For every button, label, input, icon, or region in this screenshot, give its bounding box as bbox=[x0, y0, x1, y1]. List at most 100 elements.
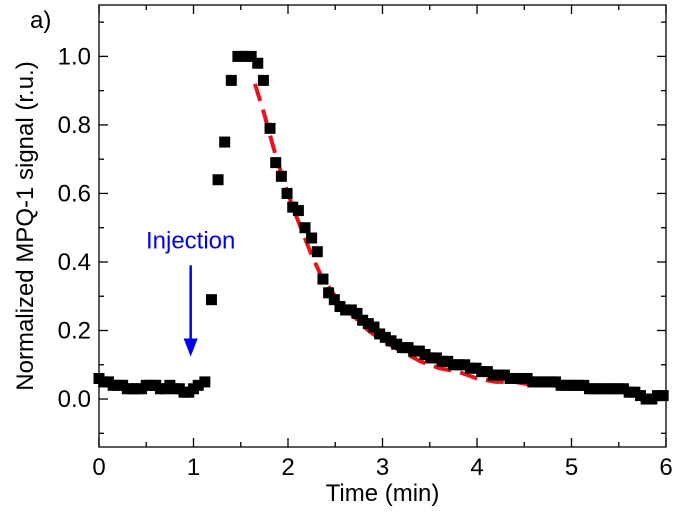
data-point bbox=[192, 379, 204, 391]
data-point bbox=[487, 369, 499, 381]
data-point bbox=[379, 331, 391, 343]
data-point bbox=[340, 304, 352, 316]
x-axis-label: Time (min) bbox=[326, 480, 440, 507]
data-point bbox=[357, 314, 369, 326]
data-point bbox=[205, 294, 217, 306]
data-point bbox=[299, 222, 311, 234]
y-tick-label: 1.0 bbox=[58, 43, 91, 70]
data-point bbox=[561, 379, 573, 391]
data-point bbox=[368, 321, 380, 333]
data-point bbox=[245, 50, 257, 62]
data-points-group bbox=[93, 50, 669, 405]
data-point bbox=[515, 372, 527, 384]
data-point bbox=[419, 348, 431, 360]
injection-label: Injection bbox=[146, 227, 235, 254]
data-point bbox=[287, 201, 299, 213]
data-point bbox=[583, 383, 595, 395]
data-point bbox=[651, 390, 663, 402]
axis-ticks: 0 1 2 3 4 5 6 0.0 0.2 0.4 0.6 0.8 1.0 bbox=[58, 5, 673, 481]
data-point bbox=[281, 187, 293, 199]
data-point bbox=[657, 390, 669, 402]
data-point bbox=[334, 301, 346, 313]
data-point bbox=[239, 50, 251, 62]
y-tick-label: 0.4 bbox=[58, 249, 91, 276]
data-point bbox=[521, 372, 533, 384]
data-point bbox=[425, 352, 437, 364]
data-point bbox=[481, 366, 493, 378]
data-point bbox=[453, 359, 465, 371]
data-point bbox=[555, 379, 567, 391]
data-point bbox=[413, 345, 425, 357]
x-tick-label: 0 bbox=[92, 454, 105, 481]
data-point bbox=[578, 379, 590, 391]
data-point bbox=[600, 383, 612, 395]
y-tick-label: 0.8 bbox=[58, 112, 91, 139]
y-axis-label: Normalized MPQ-1 signal (r.u.) bbox=[12, 61, 39, 390]
x-tick-label: 2 bbox=[281, 454, 294, 481]
data-point bbox=[391, 338, 403, 350]
data-point bbox=[252, 57, 264, 69]
y-tick-label: 0.0 bbox=[58, 386, 91, 413]
data-point bbox=[589, 383, 601, 395]
y-tick-label: 0.2 bbox=[58, 318, 91, 345]
x-tick-label: 3 bbox=[376, 454, 389, 481]
data-point bbox=[374, 328, 386, 340]
x-tick-label: 4 bbox=[470, 454, 483, 481]
data-point bbox=[306, 232, 318, 244]
data-point bbox=[527, 376, 539, 388]
data-point bbox=[264, 122, 276, 134]
data-point bbox=[232, 50, 244, 62]
data-point bbox=[510, 372, 522, 384]
data-point bbox=[311, 246, 323, 258]
data-point bbox=[623, 386, 635, 398]
data-point bbox=[498, 369, 510, 381]
data-point bbox=[328, 294, 340, 306]
data-point bbox=[292, 205, 304, 217]
data-point bbox=[270, 157, 282, 169]
data-point bbox=[504, 372, 516, 384]
data-point bbox=[606, 383, 618, 395]
data-point bbox=[470, 362, 482, 374]
data-point bbox=[385, 335, 397, 347]
data-point bbox=[219, 136, 231, 148]
data-point bbox=[442, 355, 454, 367]
data-point bbox=[225, 74, 237, 86]
data-point bbox=[612, 383, 624, 395]
data-point bbox=[447, 359, 459, 371]
data-point bbox=[402, 342, 414, 354]
x-tick-label: 5 bbox=[565, 454, 578, 481]
data-point bbox=[532, 376, 544, 388]
data-point bbox=[572, 379, 584, 391]
data-point bbox=[464, 362, 476, 374]
data-point bbox=[275, 170, 287, 182]
data-point bbox=[362, 318, 374, 330]
data-point bbox=[476, 366, 488, 378]
data-point bbox=[634, 390, 646, 402]
data-point bbox=[617, 383, 629, 395]
panel-label: a) bbox=[30, 7, 51, 34]
data-point bbox=[351, 307, 363, 319]
data-point bbox=[257, 74, 269, 86]
data-point bbox=[640, 393, 652, 405]
data-point bbox=[430, 352, 442, 364]
data-point bbox=[459, 359, 471, 371]
data-point bbox=[538, 376, 550, 388]
data-point bbox=[595, 383, 607, 395]
data-point bbox=[212, 174, 224, 186]
data-point bbox=[646, 393, 658, 405]
data-point bbox=[629, 386, 641, 398]
data-point bbox=[199, 376, 211, 388]
y-tick-label: 0.6 bbox=[58, 180, 91, 207]
data-point bbox=[396, 342, 408, 354]
data-point bbox=[566, 379, 578, 391]
data-point bbox=[345, 304, 357, 316]
annotation-group: Injection bbox=[146, 227, 235, 357]
data-point bbox=[317, 273, 329, 285]
data-point bbox=[493, 369, 505, 381]
data-point bbox=[323, 287, 335, 299]
x-tick-label: 1 bbox=[187, 454, 200, 481]
data-point bbox=[408, 345, 420, 357]
data-point bbox=[549, 376, 561, 388]
injection-arrow-head bbox=[183, 338, 198, 357]
